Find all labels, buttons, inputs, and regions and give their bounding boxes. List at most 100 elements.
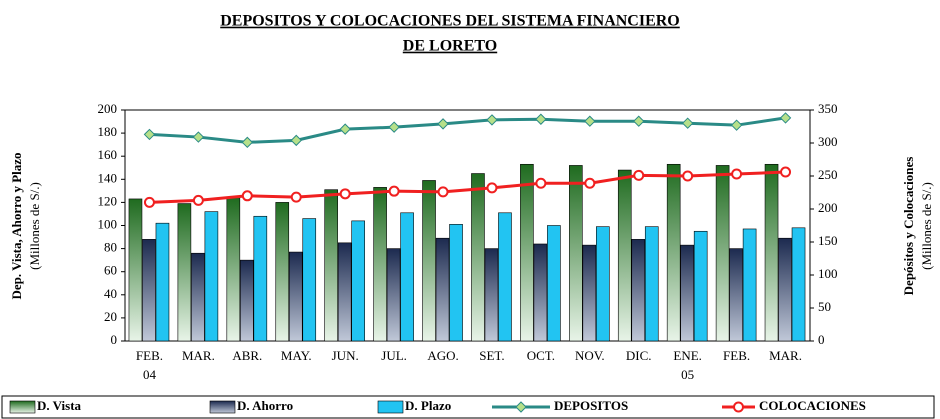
marker [633, 115, 645, 127]
bar [484, 248, 499, 342]
x-tick-sublabel: 05 [681, 367, 694, 382]
bar [373, 187, 387, 342]
bar [177, 203, 192, 342]
marker [486, 114, 498, 126]
x-tick-label: MAY. [281, 348, 312, 363]
y2-axis-title: Depósitos y Colocaciones [901, 157, 916, 296]
marker [584, 115, 596, 127]
marker [192, 194, 204, 206]
y-tick-label: 140 [98, 170, 118, 185]
y-axis-unit: (Millones de S/.) [27, 182, 42, 270]
bar [142, 239, 156, 342]
marker [584, 177, 596, 189]
y2-tick-label: 250 [818, 167, 838, 182]
marker [682, 170, 694, 182]
bar [693, 230, 708, 342]
bar [644, 226, 659, 342]
x-tick-sublabel: 04 [143, 367, 157, 382]
bar [226, 197, 241, 342]
bar [764, 163, 779, 342]
legend-swatch [9, 400, 36, 414]
bar [791, 227, 806, 342]
bar [288, 251, 303, 342]
x-tick-label: MAR. [769, 348, 802, 363]
chart-title: DE LORETO [403, 38, 497, 55]
legend-label: COLOCACIONES [759, 398, 866, 413]
bar [253, 215, 268, 342]
legend-swatch [209, 400, 236, 414]
bar [498, 212, 512, 342]
legend-label: D. Ahorro [237, 398, 293, 413]
bar [435, 237, 450, 342]
bar [191, 252, 205, 342]
bar [400, 212, 414, 342]
y2-axis-unit: (Millones de S/.) [919, 182, 934, 270]
x-tick-label: AGO. [427, 348, 458, 363]
marker [779, 112, 792, 124]
bar [422, 180, 436, 342]
y-tick-label: 120 [98, 193, 118, 208]
legend-label: D. Vista [37, 398, 82, 413]
line [149, 170, 786, 204]
bar [449, 224, 463, 342]
bar [596, 226, 610, 342]
y2-tick-label: 100 [818, 266, 838, 281]
marker [535, 177, 547, 189]
y-tick-label: 100 [98, 216, 118, 231]
y2-tick-label: 50 [818, 299, 831, 314]
bar [275, 202, 290, 342]
marker [733, 401, 744, 413]
marker [486, 182, 498, 194]
marker [241, 136, 254, 149]
marker [290, 134, 302, 147]
marker [633, 169, 645, 181]
y2-tick-label: 0 [818, 332, 825, 347]
marker [290, 191, 302, 203]
bar [617, 169, 632, 342]
bar [715, 165, 730, 342]
bar [520, 163, 534, 342]
bar [533, 243, 548, 342]
bar [680, 244, 694, 342]
x-tick-label: JUN. [332, 348, 359, 363]
marker [437, 186, 449, 198]
legend-box [1, 395, 935, 419]
marker [681, 117, 694, 129]
marker [339, 123, 351, 135]
marker [388, 185, 400, 197]
bar [302, 218, 317, 342]
bar [386, 248, 401, 342]
marker [192, 131, 205, 143]
x-tick-label: FEB. [136, 348, 163, 363]
bar [351, 220, 365, 342]
y-tick-label: 160 [98, 147, 118, 162]
marker [437, 118, 449, 130]
bar [631, 239, 646, 342]
y-tick-label: 40 [104, 286, 117, 301]
x-tick-label: OCT. [527, 348, 555, 363]
bar [337, 242, 352, 342]
bar [729, 248, 743, 342]
y-tick-label: 180 [98, 124, 118, 139]
marker [515, 401, 527, 413]
bar [666, 163, 681, 342]
bar [128, 198, 143, 342]
line [149, 116, 786, 144]
y-tick-label: 200 [98, 101, 118, 116]
y2-tick-label: 150 [818, 233, 838, 248]
y2-tick-label: 200 [818, 200, 838, 215]
legend-swatch [377, 400, 404, 414]
legend-label: D. Plazo [405, 398, 451, 413]
marker [535, 113, 547, 125]
x-tick-label: JUL. [381, 348, 407, 363]
y2-tick-label: 350 [818, 101, 838, 116]
bar [569, 165, 583, 342]
bar [240, 259, 254, 342]
marker [388, 121, 400, 133]
x-tick-label: ENE. [673, 348, 702, 363]
bar [547, 225, 561, 342]
marker [731, 168, 743, 180]
x-tick-label: SET. [479, 348, 504, 363]
marker [143, 196, 155, 208]
